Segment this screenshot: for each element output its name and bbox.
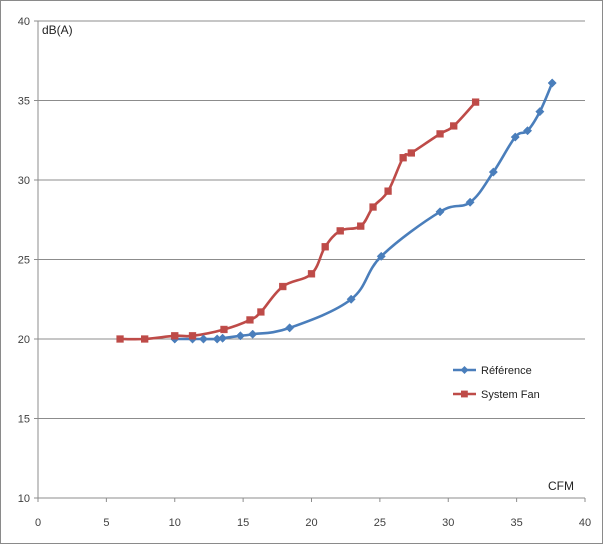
data-point-square: [171, 332, 179, 340]
x-axis-label: CFM: [548, 479, 574, 493]
y-tick-label: 15: [18, 414, 30, 426]
data-point-square: [220, 325, 228, 334]
legend-label: System Fan: [481, 389, 540, 401]
data-point-diamond: [198, 334, 209, 344]
y-tick-label: 25: [18, 255, 30, 267]
data-point-square: [369, 203, 377, 211]
data-point-diamond: [248, 329, 258, 339]
gridlines: [38, 20, 585, 419]
data-point-square: [399, 154, 407, 162]
data-point-diamond: [510, 132, 520, 142]
legend-label: Référence: [481, 365, 532, 377]
series-line-1: [118, 100, 477, 341]
data-point-diamond: [218, 333, 228, 343]
data-point-diamond: [285, 323, 295, 333]
legend-entry-system-fan: System Fan: [453, 389, 540, 401]
tick-labels: 10 15 20 25 30 35 40 0 5 10 15 20 25 30 35 40: [18, 16, 591, 529]
data-point-diamond: [488, 167, 498, 177]
y-tick-label: 35: [18, 96, 30, 108]
data-point-square: [436, 130, 444, 138]
y-tick-label: 10: [18, 493, 30, 505]
x-tick-label: 15: [237, 517, 249, 529]
series-lines: [118, 81, 554, 341]
data-point-diamond: [346, 294, 356, 304]
data-point-square: [384, 187, 392, 195]
legend: Référence System Fan: [453, 365, 540, 401]
data-point-square: [307, 270, 316, 278]
data-point-square: [257, 308, 265, 316]
data-point-diamond: [465, 197, 475, 207]
data-point-square: [141, 335, 149, 343]
y-tick-label: 30: [18, 175, 30, 187]
y-tick-label: 40: [18, 16, 30, 28]
x-tick-label: 10: [169, 517, 181, 529]
series-markers: [116, 78, 557, 344]
data-point-diamond: [523, 126, 533, 136]
data-point-diamond: [535, 107, 545, 117]
data-point-square: [357, 222, 365, 230]
legend-entry-reference: Référence: [453, 365, 532, 377]
x-tick-label: 0: [35, 517, 41, 529]
data-point-square: [246, 316, 254, 324]
data-point-square: [116, 335, 124, 343]
x-tick-label: 35: [511, 517, 523, 529]
y-axis-label: dB(A): [42, 23, 73, 37]
series-line-0: [173, 81, 554, 341]
y-tick-label: 20: [18, 334, 30, 346]
data-point-square: [450, 122, 458, 130]
data-point-diamond: [376, 251, 386, 261]
x-tick-label: 30: [442, 517, 454, 529]
x-tick-label: 40: [579, 517, 591, 529]
data-point-square: [321, 243, 329, 251]
x-tick-label: 25: [374, 517, 386, 529]
data-point-square: [471, 98, 480, 106]
data-point-square: [188, 332, 197, 340]
legend-marker-diamond: [460, 366, 469, 374]
data-point-square: [407, 149, 415, 157]
data-point-square: [336, 227, 344, 235]
data-point-diamond: [435, 207, 445, 217]
data-point-square: [279, 282, 287, 291]
data-point-diamond: [235, 331, 245, 341]
data-point-diamond: [547, 78, 557, 88]
x-tick-label: 20: [305, 517, 317, 529]
x-tick-label: 5: [103, 517, 109, 529]
legend-marker-square: [461, 390, 468, 398]
